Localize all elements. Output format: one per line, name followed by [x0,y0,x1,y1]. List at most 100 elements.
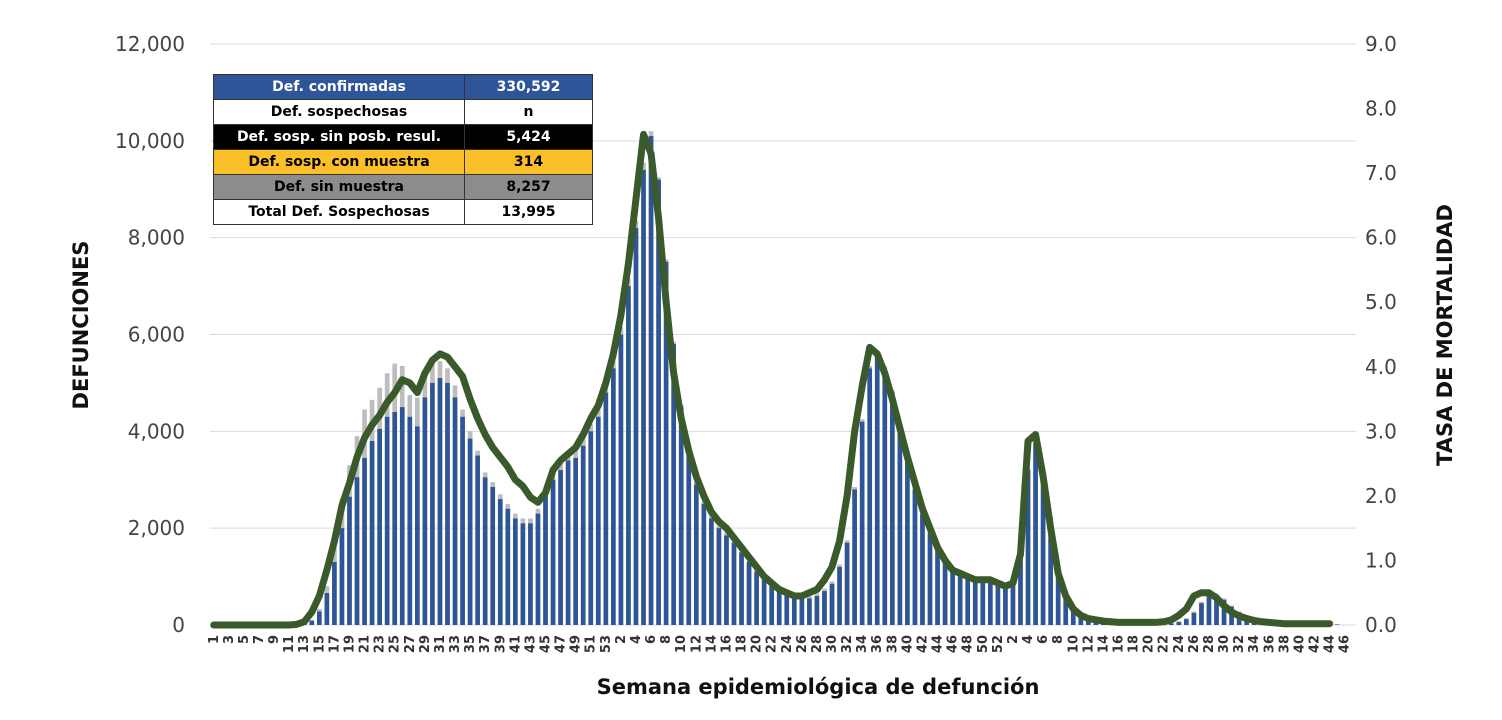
bar-confirmed [1040,474,1046,625]
bar-confirmed [731,542,737,625]
x-tick-label: 51 [584,635,599,653]
summary-value: 5,424 [464,124,593,150]
x-tick-label: 40 [1292,635,1307,653]
bar-confirmed [505,508,511,625]
bar-confirmed [528,523,533,625]
rate-line [210,130,1334,629]
y-tick-label: 6,000 [128,323,185,347]
x-tick-label: 11 [282,635,297,653]
x-tick-label: 32 [1232,635,1247,653]
summary-label: Def. confirmadas [213,74,465,100]
bar-confirmed [611,368,616,625]
bar-confirmed [309,620,315,625]
bar-confirmed [1025,470,1031,625]
bar-confirmed [626,286,631,625]
bar-confirmed [595,416,601,625]
summary-row-con-muestra: Def. sosp. con muestra 314 [213,149,593,175]
bar-confirmed [543,494,548,625]
bar-confirmed [354,477,360,625]
bar-confirmed [995,583,1001,625]
bar-confirmed [332,562,337,625]
bar-confirmed [965,579,971,625]
bar-confirmed [686,455,692,625]
bar-confirmed [550,479,556,625]
bar-confirmed [1055,566,1061,625]
x-tick-label: 43 [523,635,538,653]
x-tick-label: 4 [629,635,644,644]
x-tick-label: 30 [825,635,840,653]
bar-confirmed [829,583,835,625]
x-tick-label: 44 [1323,635,1338,653]
bar-confirmed [573,457,578,625]
bar-confirmed [430,382,435,625]
bar-confirmed [1018,552,1023,626]
bar-confirmed [633,227,639,626]
bar-confirmed [1176,622,1182,625]
mortality-rate-line [210,130,1334,629]
x-tick-label: 2 [1006,635,1021,644]
bar-confirmed [1168,623,1174,625]
x-tick-label: 17 [327,635,342,653]
bar-confirmed [905,460,910,625]
bar-confirmed [347,496,352,625]
x-tick-label: 47 [554,635,569,653]
x-tick-label: 35 [463,635,478,653]
summary-label: Def. sospechosas [213,99,465,125]
bar-confirmed [482,477,488,625]
x-tick-label: 12 [689,635,704,653]
bar-confirmed [678,407,684,626]
x-tick-label: 18 [735,635,750,653]
confirmed-bars [294,135,1340,626]
bar-confirmed [1184,619,1189,625]
x-tick-label: 23 [373,635,388,653]
bar-confirmed [475,455,480,625]
bar-confirmed [377,428,382,625]
x-tick-label: 20 [1142,635,1157,653]
bar-confirmed [972,581,978,625]
y-tick-label: 4,000 [128,419,185,443]
x-tick-label: 16 [719,635,734,653]
bar-confirmed [316,611,322,625]
x-tick-label: 38 [1277,635,1292,653]
bar-confirmed [874,353,880,625]
bar-confirmed [1063,595,1069,625]
summary-row-sospechosas: Def. sospechosas n [213,99,593,125]
bar-confirmed [1206,595,1212,625]
bar-confirmed [950,569,955,625]
y2-axis-title: TASA DE MORTALIDAD [1433,204,1457,466]
bar-confirmed [791,595,797,625]
summary-value: n [464,99,593,125]
x-tick-label: 48 [961,635,976,653]
bar-confirmed [588,431,594,625]
bar-confirmed [784,593,790,625]
summary-row-sin-posb-resul: Def. sosp. sin posb. resul. 5,424 [213,124,593,150]
x-tick-label: 52 [991,635,1006,653]
bar-confirmed [769,586,775,625]
x-tick-label: 9 [267,635,282,644]
summary-table: Def. confirmadas 330,592 Def. sospechosa… [213,74,593,225]
bar-confirmed [912,489,918,625]
y-axis-ticks: 0 2,000 4,000 6,000 8,000 10,000 12,000 [115,32,185,637]
bar-confirmed [1010,581,1016,625]
bar-confirmed [776,591,782,625]
y2-tick-label: 7.0 [1365,161,1397,185]
bar-confirmed [935,547,940,625]
y2-tick-label: 8.0 [1365,97,1397,121]
y-axis-title: DEFUNCIONES [69,241,93,410]
x-tick-label: 8 [1051,635,1066,644]
x-tick-label: 16 [1112,635,1127,653]
bar-confirmed [663,261,669,626]
x-tick-label: 8 [659,635,674,644]
x-tick-label: 42 [915,635,930,653]
y2-tick-label: 6.0 [1365,226,1397,250]
bar-confirmed [746,562,752,625]
y-tick-label: 12,000 [115,32,185,56]
bar-confirmed [520,523,526,625]
bar-confirmed [882,368,888,625]
x-tick-label: 46 [1338,635,1353,653]
bar-confirmed [671,344,677,625]
bar-confirmed [535,513,541,625]
bar-confirmed [980,581,986,625]
x-tick-label: 36 [1262,635,1277,653]
bar-confirmed [437,378,443,625]
